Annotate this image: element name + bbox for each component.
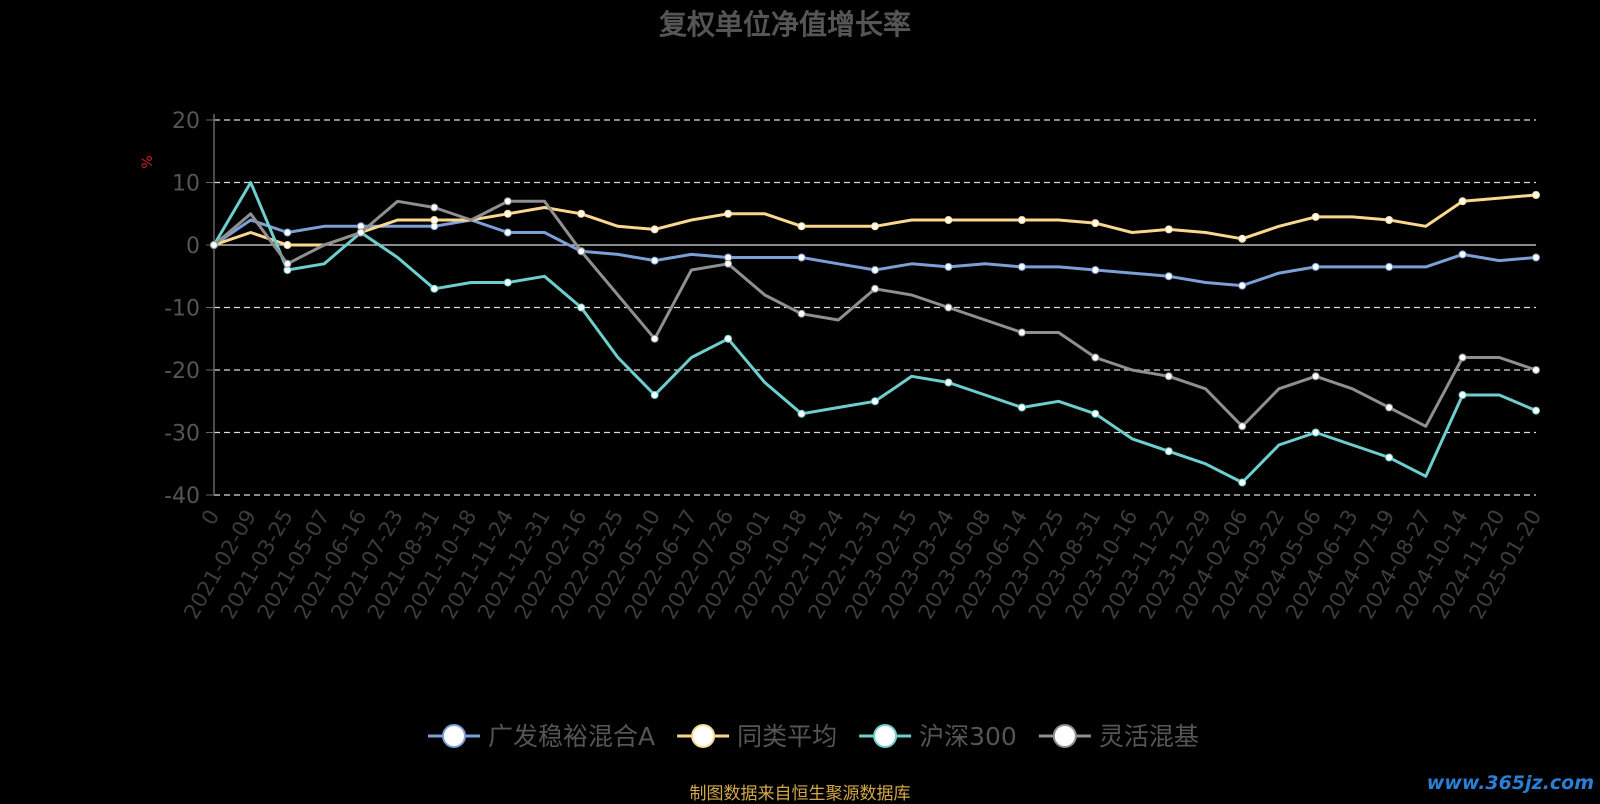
data-point xyxy=(724,209,733,218)
data-point xyxy=(1238,281,1247,290)
legend-label: 广发稳裕混合A xyxy=(488,722,655,751)
data-point xyxy=(503,278,512,287)
data-point xyxy=(797,409,806,418)
data-point xyxy=(1238,234,1247,243)
data-point xyxy=(1017,216,1026,224)
data-point xyxy=(210,241,218,249)
x-axis: 02021-02-092021-03-252021-05-072021-06-1… xyxy=(179,505,1546,623)
legend-marker xyxy=(442,724,466,748)
y-tick-label: -20 xyxy=(164,359,200,384)
legend-item[interactable]: 灵活混基 xyxy=(1038,722,1199,751)
data-point xyxy=(871,284,879,293)
data-point xyxy=(1164,372,1173,381)
data-point xyxy=(1164,447,1173,456)
data-point xyxy=(503,228,512,237)
data-point xyxy=(944,262,953,271)
data-point xyxy=(871,397,879,406)
data-point xyxy=(577,303,586,312)
data-point xyxy=(1311,372,1320,381)
data-point xyxy=(871,222,879,231)
legend-label: 同类平均 xyxy=(737,722,837,751)
data-point xyxy=(283,259,292,268)
data-point xyxy=(503,209,512,218)
y-axis-unit: % xyxy=(140,155,156,168)
data-point xyxy=(650,225,659,234)
data-point xyxy=(1017,262,1026,271)
y-tick-label: 0 xyxy=(186,234,200,259)
data-point xyxy=(1238,478,1247,487)
data-point xyxy=(1017,403,1026,412)
data-point xyxy=(1532,366,1540,374)
series-line xyxy=(213,199,1537,428)
legend[interactable]: 广发稳裕混合A 同类平均 沪深300 灵活混基 xyxy=(428,722,1199,751)
data-point xyxy=(1091,353,1100,362)
data-point xyxy=(797,222,806,231)
data-point xyxy=(1311,428,1320,437)
data-source-note: 制图数据来自恒生聚源数据库 xyxy=(689,784,911,804)
data-point xyxy=(283,241,292,249)
data-point xyxy=(283,228,292,237)
legend-item[interactable]: 沪深300 xyxy=(859,722,1017,751)
grid-lines xyxy=(214,119,1536,496)
data-point xyxy=(724,259,733,268)
legend-label: 灵活混基 xyxy=(1099,722,1199,751)
y-tick-label: -10 xyxy=(164,297,200,322)
chart-title: 复权单位净值增长率 xyxy=(659,8,911,41)
data-point xyxy=(1532,406,1540,415)
data-point xyxy=(797,309,806,318)
data-point xyxy=(1458,353,1467,362)
data-point xyxy=(944,378,953,387)
data-point xyxy=(797,253,806,262)
x-tick-label: 0 xyxy=(197,506,224,530)
data-point xyxy=(430,203,439,212)
data-point xyxy=(1311,212,1320,221)
data-point xyxy=(430,284,439,293)
data-point xyxy=(944,216,953,224)
data-point xyxy=(1458,250,1467,259)
legend-marker xyxy=(1052,724,1077,748)
data-point xyxy=(1385,216,1394,224)
data-point xyxy=(503,197,512,206)
data-point xyxy=(1091,219,1100,228)
data-point xyxy=(871,266,879,274)
series-lines xyxy=(210,181,1540,487)
data-point xyxy=(650,256,659,265)
data-point xyxy=(944,303,953,312)
data-point xyxy=(1091,409,1100,418)
legend-item[interactable]: 广发稳裕混合A xyxy=(428,722,655,751)
data-point xyxy=(1238,422,1247,431)
data-point xyxy=(356,228,365,237)
data-point xyxy=(430,216,439,224)
y-tick-label: 10 xyxy=(172,172,200,197)
data-point xyxy=(650,391,659,399)
y-tick-label: 20 xyxy=(172,109,200,134)
data-point xyxy=(1385,262,1394,271)
y-axis: 20 10 0 -10 -20 -30 -40 xyxy=(164,109,215,509)
y-tick-label: -40 xyxy=(164,484,200,509)
legend-label: 沪深300 xyxy=(919,722,1017,751)
data-point xyxy=(1385,403,1394,412)
legend-marker xyxy=(691,724,716,748)
data-point xyxy=(1091,266,1100,274)
data-point xyxy=(1385,453,1394,462)
data-point xyxy=(1311,262,1320,271)
data-point xyxy=(1532,253,1540,262)
data-point xyxy=(1458,197,1467,206)
watermark: www.365jz.com xyxy=(1426,772,1594,794)
data-point xyxy=(577,209,586,218)
data-point xyxy=(650,334,659,343)
data-point xyxy=(1532,191,1540,199)
y-tick-label: -30 xyxy=(164,422,200,447)
data-point xyxy=(1164,272,1173,281)
legend-marker xyxy=(873,724,898,748)
data-point xyxy=(724,334,733,343)
data-point xyxy=(577,247,586,256)
data-point xyxy=(1458,391,1467,399)
data-point xyxy=(1017,328,1026,337)
legend-item[interactable]: 同类平均 xyxy=(677,722,837,751)
data-point xyxy=(1164,225,1173,234)
